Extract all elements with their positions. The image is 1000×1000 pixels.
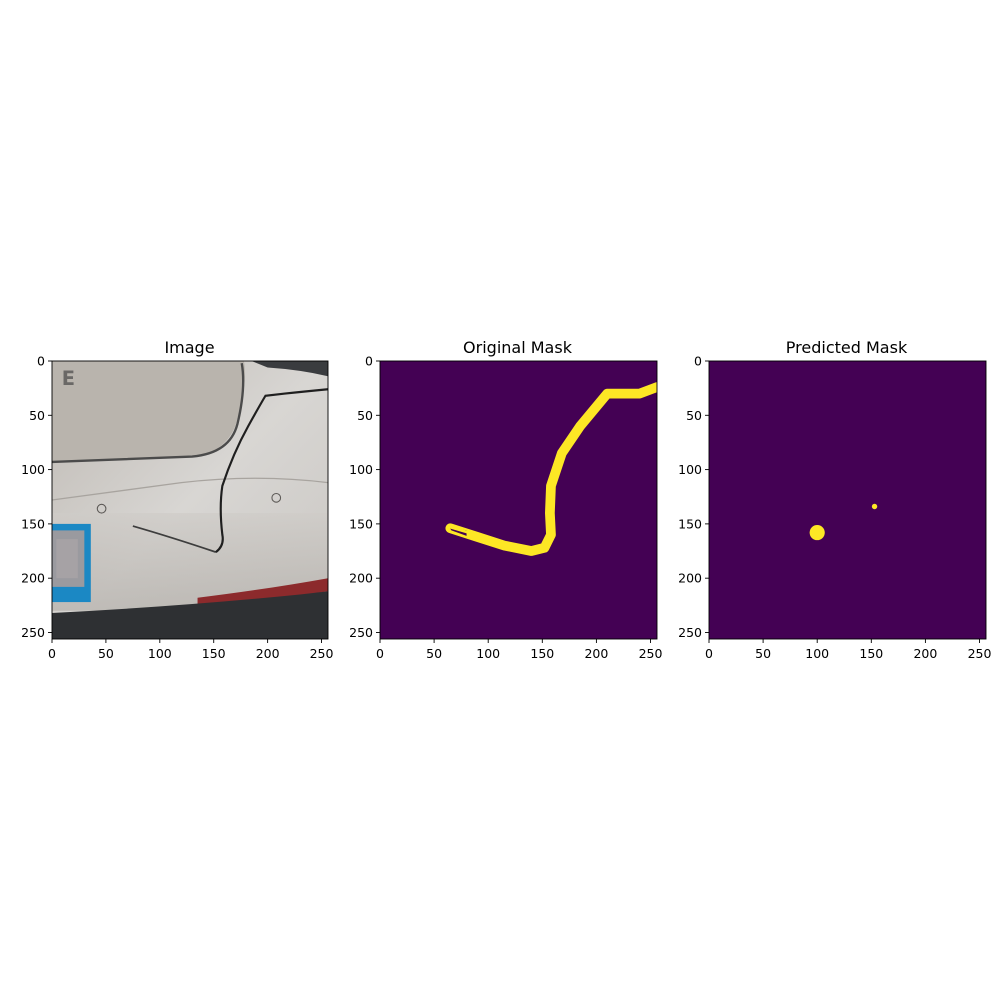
x-tick-label: 100 (805, 646, 829, 661)
panel-title: Predicted Mask (786, 338, 908, 357)
y-tick-label: 50 (686, 408, 702, 423)
y-tick-label: 200 (21, 571, 45, 586)
x-tick-label: 250 (968, 646, 992, 661)
axes-frame (51, 360, 329, 640)
x-tick-label: 150 (202, 646, 226, 661)
y-tick-label: 50 (29, 408, 45, 423)
y-tick-label: 100 (349, 462, 373, 477)
y-tick-label: 100 (21, 462, 45, 477)
y-tick-label: 200 (678, 571, 702, 586)
x-tick-label: 0 (48, 646, 56, 661)
panel-title: Image (164, 338, 214, 357)
y-tick-label: 150 (349, 516, 373, 531)
panel-predicted-mask: Predicted Mask 0 50 100 150 200 2500501001502… (678, 338, 991, 661)
trunk-lid (52, 361, 245, 462)
y-tick-label: 100 (678, 462, 702, 477)
x-tick-label: 0 (705, 646, 713, 661)
x-tick-label: 200 (584, 646, 608, 661)
y-tick-label: 200 (349, 571, 373, 586)
emblem-letter: E (62, 367, 75, 390)
car-photo: E (52, 361, 328, 639)
parking-sensor (271, 492, 282, 503)
mask-tip (448, 525, 471, 534)
trunk-edge (52, 362, 245, 464)
x-tick-label: 50 (755, 646, 771, 661)
mask-image (380, 361, 657, 639)
x-tick-label: 50 (98, 646, 114, 661)
mask-region (809, 524, 825, 541)
y-tick-label: 0 (365, 354, 373, 369)
x-tick-label: 100 (148, 646, 172, 661)
y-tick-label: 0 (694, 354, 702, 369)
x-tick-label: 200 (256, 646, 280, 661)
x-tick-label: 100 (476, 646, 500, 661)
mask-region (445, 382, 657, 556)
lower-bumper (52, 591, 328, 639)
y-tick-label: 250 (678, 625, 702, 640)
x-tick-label: 250 (310, 646, 334, 661)
parking-sensor (96, 503, 107, 514)
x-tick-label: 50 (426, 646, 442, 661)
x-tick-label: 150 (530, 646, 554, 661)
y-tick-label: 150 (21, 516, 45, 531)
y-tick-label: 250 (349, 625, 373, 640)
rear-glass (251, 361, 328, 377)
x-tick-label: 250 (639, 646, 663, 661)
mask-region (871, 503, 878, 510)
x-tick-label: 0 (376, 646, 384, 661)
y-tick-label: 150 (678, 516, 702, 531)
x-tick-label: 150 (859, 646, 883, 661)
panel-original-mask: Original Mask 0 50 100 150 200 25005010015020… (349, 338, 662, 661)
y-tick-label: 0 (37, 354, 45, 369)
panel-image: Image E (21, 338, 333, 661)
panel-gap (132, 525, 217, 553)
body-crease (52, 477, 328, 501)
crack-line (215, 388, 328, 553)
axes-frame (708, 360, 987, 640)
plate-blur-highlight (56, 539, 78, 579)
panel-title: Original Mask (463, 338, 573, 357)
x-tick-label: 200 (913, 646, 937, 661)
mask-background (380, 361, 657, 639)
axes-frame (379, 360, 658, 640)
mask-background (709, 361, 986, 639)
mask-image (709, 361, 986, 639)
y-tick-label: 50 (357, 408, 373, 423)
y-tick-label: 250 (21, 625, 45, 640)
